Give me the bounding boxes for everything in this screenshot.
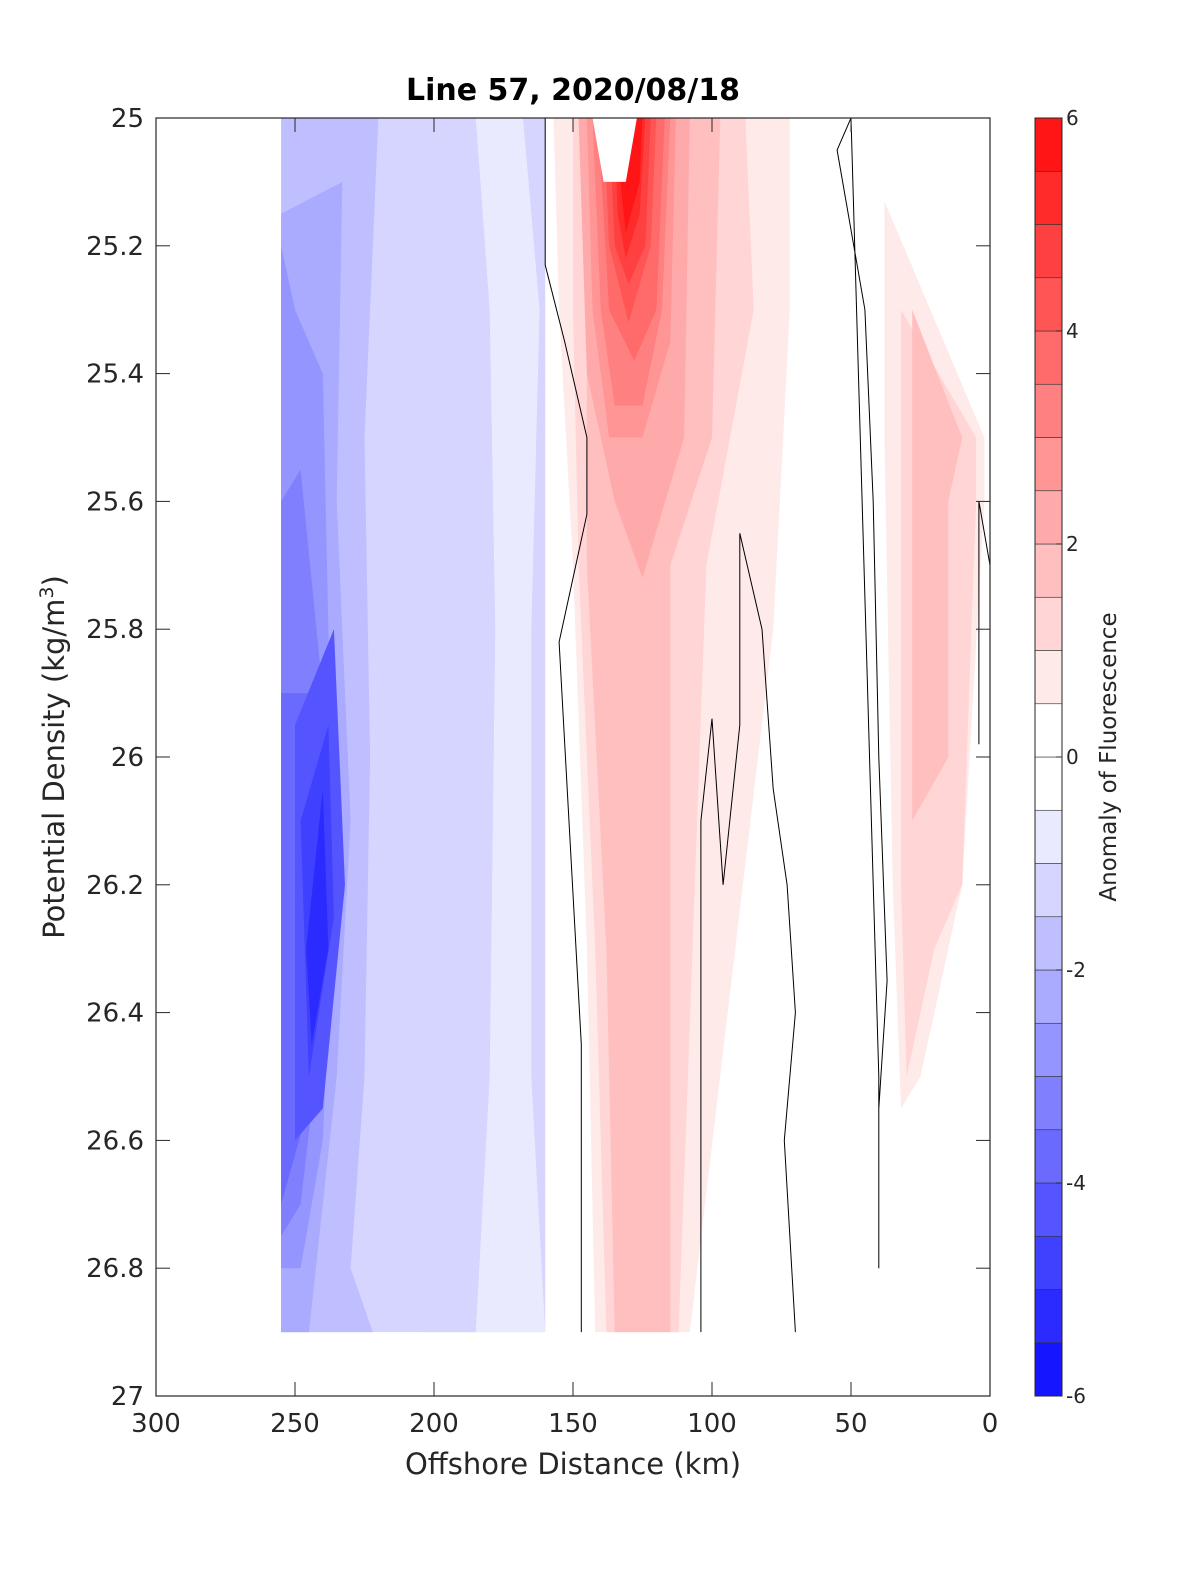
colorbar-band (1034, 809, 1063, 864)
colorbar-tick-label: -6 (1066, 1384, 1086, 1408)
y-axis-label-main: Potential Density (kg/m (37, 599, 71, 939)
x-tick-label: 0 (982, 1409, 999, 1439)
colorbar-tick-label: 6 (1066, 106, 1079, 130)
colorbar-band (1034, 1289, 1063, 1344)
colorbar-tick-label: 2 (1066, 532, 1079, 556)
contour-fill-region (475, 118, 546, 1333)
zero-contour-line (544, 118, 588, 1333)
contour-hole-layer (592, 118, 637, 182)
y-tick-label: 26.6 (86, 1126, 144, 1156)
colorbar-band (1034, 1022, 1063, 1077)
colorbar-band (1034, 1129, 1063, 1184)
x-tick-label: 300 (131, 1409, 181, 1439)
colorbar-band (1034, 330, 1063, 385)
y-tick-label: 25.4 (86, 360, 144, 390)
y-tick-label: 26 (111, 743, 144, 773)
colorbar-band (1034, 596, 1063, 651)
colorbar-band (1034, 437, 1063, 492)
y-axis-label: Potential Density (kg/m3) (36, 575, 71, 939)
colorbar-band (1034, 1342, 1063, 1397)
colorbar-band (1034, 170, 1063, 225)
colorbar-band (1034, 224, 1063, 279)
colorbar-tick-label: 4 (1066, 319, 1079, 343)
y-tick-label: 25 (111, 104, 144, 134)
contour-hole (592, 118, 637, 182)
y-axis-label-close: ) (37, 575, 71, 586)
colorbar-band (1034, 543, 1063, 598)
y-tick-label: 26.2 (86, 871, 144, 901)
colorbar-band (1034, 863, 1063, 918)
y-tick-label: 26.4 (86, 999, 144, 1029)
colorbar-tick-label: -2 (1066, 958, 1086, 982)
colorbar-tick-labels: 6 4 2 0 -2 -4 -6 (1066, 106, 1086, 1408)
y-tick-label: 25.6 (86, 487, 144, 517)
contour-fill-region (912, 309, 963, 821)
zero-contour-line (836, 118, 888, 1269)
x-tick-label: 200 (409, 1409, 459, 1439)
x-tick-label: 250 (270, 1409, 320, 1439)
colorbar-ticks (1056, 117, 1062, 1397)
colorbar-band (1034, 277, 1063, 332)
x-tick-label: 50 (834, 1409, 867, 1439)
x-tick-label: 150 (548, 1409, 598, 1439)
x-tick-label: 100 (687, 1409, 737, 1439)
x-tick-labels: 300 250 200 150 100 50 0 (131, 1409, 998, 1439)
chart-title: Line 57, 2020/08/18 (406, 73, 740, 108)
colorbar-band (1034, 1235, 1063, 1290)
colorbar-band (1034, 383, 1063, 438)
y-tick-label: 26.8 (86, 1254, 144, 1284)
contour-fill-layer (281, 118, 985, 1333)
contour-fill-region (378, 118, 496, 1333)
x-axis-label: Offshore Distance (km) (405, 1447, 741, 1481)
y-axis-label-superscript: 3 (36, 586, 58, 598)
colorbar-band (1034, 1076, 1063, 1131)
colorbar-label: Anomaly of Fluorescence (1096, 612, 1122, 901)
y-tick-label: 25.2 (86, 232, 144, 262)
y-tick-marks (156, 117, 990, 1397)
colorbar-band (1034, 1182, 1063, 1237)
zero-contour-line (700, 533, 796, 1333)
colorbar-tick-label: 0 (1066, 745, 1079, 769)
colorbar-bands (1034, 117, 1063, 1397)
colorbar-band (1034, 969, 1063, 1024)
colorbar-band (1034, 117, 1063, 172)
colorbar-band (1034, 490, 1063, 545)
x-tick-marks (155, 118, 991, 1396)
colorbar-tick-label: -4 (1066, 1171, 1086, 1195)
colorbar-band (1034, 756, 1063, 811)
y-tick-labels: 25 25.2 25.4 25.6 25.8 26 26.2 26.4 26.6 26.8 27 (86, 104, 144, 1412)
colorbar-band (1034, 703, 1063, 758)
y-tick-label: 25.8 (86, 615, 144, 645)
contour-fill-region (306, 789, 329, 1045)
colorbar-band (1034, 916, 1063, 971)
colorbar-band (1034, 650, 1063, 705)
y-tick-label: 27 (111, 1382, 144, 1412)
